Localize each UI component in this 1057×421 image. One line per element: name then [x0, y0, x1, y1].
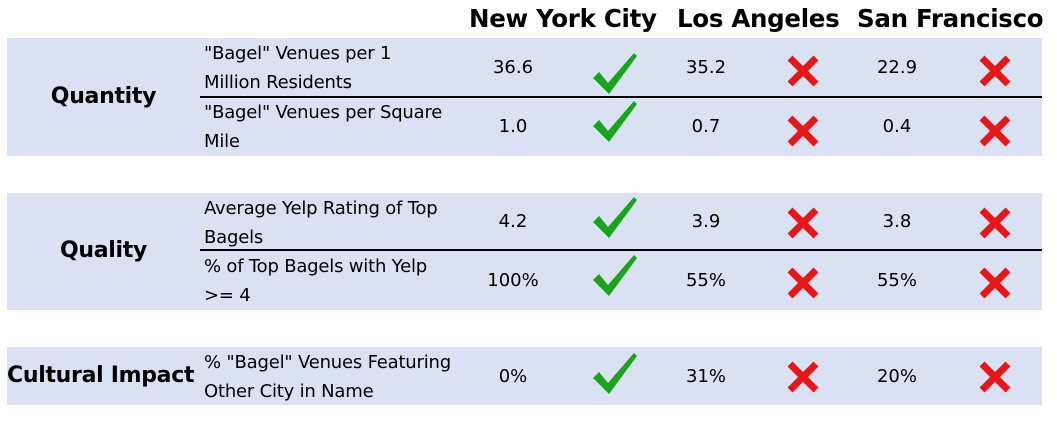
cross-icon	[978, 114, 1012, 152]
value-san-francisco: 55%	[876, 270, 917, 291]
value-los-angeles: 3.9	[691, 211, 721, 232]
metric-label-line: >= 4	[204, 285, 251, 306]
cross-icon	[786, 114, 820, 152]
cross-icon	[786, 360, 820, 398]
cross-icon	[786, 266, 820, 304]
group-label-cultural-impact: Cultural Impact	[7, 363, 195, 388]
group-label-quantity: Quantity	[50, 84, 157, 109]
value-san-francisco: 0.4	[882, 116, 912, 137]
value-new-york-city: 100%	[487, 270, 539, 291]
value-los-angeles: 31%	[685, 366, 726, 387]
metric-label: % "Bagel" Venues Featuring Other City in…	[204, 348, 451, 406]
cross-icon	[978, 360, 1012, 398]
value-san-francisco: 20%	[876, 366, 917, 387]
section-band-quality	[7, 193, 1042, 310]
column-header-san-francisco: San Francisco	[857, 4, 1044, 33]
value-new-york-city: 0%	[498, 366, 528, 387]
metric-label: % of Top Bagels with Yelp >= 4	[204, 252, 427, 310]
check-icon	[590, 98, 638, 150]
value-san-francisco: 3.8	[882, 211, 912, 232]
metric-label: Average Yelp Rating of Top Bagels	[204, 194, 438, 252]
value-los-angeles: 35.2	[685, 57, 727, 78]
row-divider	[200, 96, 1042, 98]
metric-label-line: Million Residents	[204, 72, 352, 93]
check-icon	[590, 350, 638, 402]
value-san-francisco: 22.9	[876, 57, 918, 78]
column-header-los-angeles: Los Angeles	[677, 4, 840, 33]
check-icon	[590, 252, 638, 304]
cross-icon	[978, 206, 1012, 244]
metric-label-line: Other City in Name	[204, 381, 374, 402]
metric-label-line: "Bagel" Venues per Square	[204, 102, 443, 123]
cross-icon	[786, 206, 820, 244]
cross-icon	[978, 54, 1012, 92]
metric-label-line: Mile	[204, 131, 240, 152]
metric-label-line: "Bagel" Venues per 1	[204, 43, 392, 64]
row-divider	[200, 249, 1042, 251]
metric-label-line: Bagels	[204, 227, 264, 248]
group-label-quality: Quality	[59, 238, 148, 263]
check-icon	[590, 194, 638, 246]
cross-icon	[786, 54, 820, 92]
metric-label-line: % of Top Bagels with Yelp	[204, 256, 427, 277]
metric-label-line: % "Bagel" Venues Featuring	[204, 352, 451, 373]
value-new-york-city: 36.6	[492, 57, 534, 78]
metric-label: "Bagel" Venues per 1 Million Residents	[204, 39, 391, 97]
value-new-york-city: 4.2	[498, 211, 528, 232]
cross-icon	[978, 266, 1012, 304]
metric-label-line: Average Yelp Rating of Top	[204, 198, 438, 219]
column-header-new-york-city: New York City	[469, 4, 657, 33]
value-new-york-city: 1.0	[498, 116, 528, 137]
metric-label: "Bagel" Venues per Square Mile	[204, 98, 442, 156]
value-los-angeles: 55%	[685, 270, 726, 291]
section-band-cultural-impact	[7, 347, 1042, 405]
check-icon	[590, 50, 638, 102]
value-los-angeles: 0.7	[691, 116, 721, 137]
